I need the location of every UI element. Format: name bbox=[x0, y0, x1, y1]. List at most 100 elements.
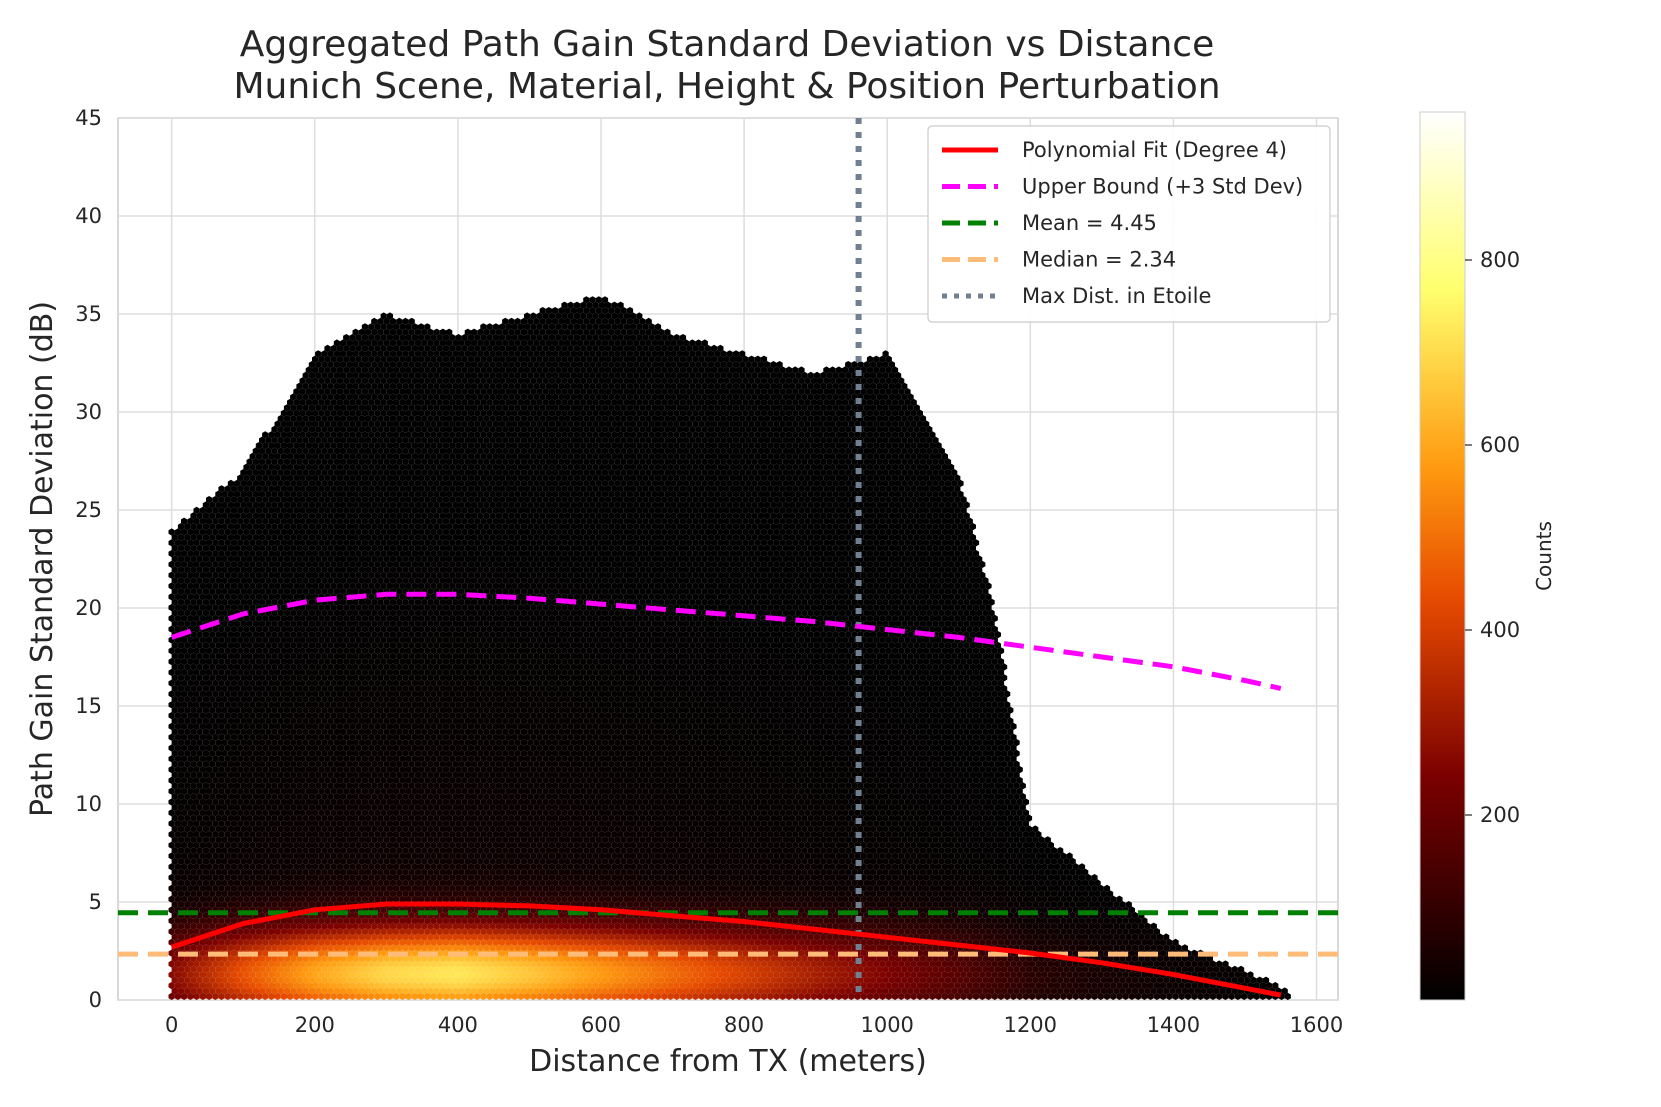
hexbin-cell bbox=[810, 960, 817, 968]
hexbin-cell bbox=[923, 960, 930, 968]
hexbin-cell bbox=[259, 955, 266, 963]
hexbin-cell bbox=[536, 971, 543, 979]
hexbin-cell bbox=[704, 960, 711, 968]
hexbin-cell bbox=[979, 960, 986, 968]
hexbin-cell bbox=[985, 982, 992, 990]
hexbin-cell bbox=[218, 960, 225, 968]
hexbin-cell bbox=[221, 987, 228, 995]
hexbin-cell bbox=[539, 955, 546, 963]
hexbin-cell bbox=[589, 987, 596, 995]
hexbin-cell bbox=[1072, 992, 1079, 1000]
hexbin-cell bbox=[605, 992, 612, 1000]
hexbin-cell bbox=[371, 987, 378, 995]
hexbin-cell bbox=[773, 960, 780, 968]
hexbin-cell bbox=[648, 960, 655, 968]
hexbin-cell bbox=[813, 955, 821, 963]
hexbin-cell bbox=[262, 971, 269, 979]
hexbin-cell bbox=[193, 960, 200, 968]
hexbin-cell bbox=[948, 971, 955, 979]
hexbin-cell bbox=[333, 987, 340, 995]
hexbin-cell bbox=[1188, 987, 1195, 995]
hexbin-cell bbox=[592, 971, 599, 979]
hexbin-cell bbox=[396, 976, 403, 984]
hexbin-cell bbox=[1025, 955, 1033, 963]
hexbin-cell bbox=[243, 992, 250, 1000]
hexbin-cell bbox=[1063, 976, 1070, 984]
hexbin-cell bbox=[436, 992, 443, 1000]
hexbin-cell bbox=[402, 965, 409, 973]
hexbin-cell bbox=[692, 982, 699, 990]
hexbin-cell bbox=[552, 987, 559, 995]
hexbin-cell bbox=[296, 976, 303, 984]
hexbin-cell bbox=[689, 965, 696, 973]
hexbin-cell bbox=[449, 960, 456, 968]
hexbin-cell bbox=[813, 987, 821, 995]
hexbin-cell bbox=[994, 955, 1001, 963]
hexbin-cell bbox=[1225, 987, 1232, 995]
hexbin-cell bbox=[1209, 992, 1217, 1000]
hexbin-cell bbox=[1072, 971, 1079, 979]
hexbin-cell bbox=[1060, 982, 1067, 990]
hexbin-cell bbox=[873, 960, 880, 968]
hexbin-cell bbox=[773, 982, 780, 990]
hexbin-cell bbox=[495, 955, 503, 963]
hexbin-cell bbox=[767, 960, 774, 968]
hexbin-cell bbox=[405, 982, 412, 990]
hexbin-cell bbox=[863, 976, 870, 984]
hexbin-cell bbox=[255, 960, 263, 968]
hexbin-cell bbox=[944, 965, 952, 973]
hexbin-cell bbox=[196, 955, 203, 963]
hexbin-cell bbox=[676, 976, 683, 984]
hexbin-cell bbox=[888, 955, 895, 963]
hexbin-cell bbox=[736, 971, 743, 979]
hexbin-cell bbox=[664, 955, 671, 963]
hexbin-cell bbox=[1113, 976, 1120, 984]
hexbin-cell bbox=[352, 955, 359, 963]
hexbin-cell bbox=[283, 955, 291, 963]
hexbin-cell bbox=[639, 955, 646, 963]
hexbin-cell bbox=[1110, 982, 1117, 990]
hexbin-cell bbox=[866, 982, 874, 990]
hexbin-cell bbox=[446, 987, 453, 995]
hexbin-cell bbox=[845, 976, 852, 984]
hexbin-cell bbox=[1153, 992, 1160, 1000]
hexbin-cell bbox=[754, 971, 761, 979]
hexbin-cell bbox=[1138, 976, 1145, 984]
hexbin-cell bbox=[268, 960, 275, 968]
hexbin-cell bbox=[352, 987, 359, 995]
hexbin-cell bbox=[396, 955, 403, 963]
hexbin-cell bbox=[499, 971, 506, 979]
hexbin-cell bbox=[701, 987, 708, 995]
hexbin-cell bbox=[885, 960, 892, 968]
hexbin-cell bbox=[520, 987, 528, 995]
hexbin-cell bbox=[988, 976, 995, 984]
hexbin-cell bbox=[898, 960, 905, 968]
hexbin-cell bbox=[792, 992, 799, 1000]
hexbin-cell bbox=[748, 982, 755, 990]
hexbin-cell bbox=[1197, 982, 1204, 990]
hexbin-cell bbox=[436, 982, 443, 990]
hexbin-layer bbox=[168, 296, 1291, 1000]
hexbin-cell bbox=[1178, 982, 1185, 990]
hexbin-cell bbox=[230, 992, 238, 1000]
hexbin-cell bbox=[654, 960, 662, 968]
hexbin-cell bbox=[1025, 976, 1033, 984]
hexbin-cell bbox=[467, 982, 475, 990]
hexbin-cell bbox=[932, 965, 939, 973]
hexbin-cell bbox=[524, 982, 531, 990]
hexbin-cell bbox=[997, 971, 1005, 979]
hexbin-cell bbox=[826, 955, 833, 963]
hexbin-cell bbox=[997, 960, 1005, 968]
hexbin-cell bbox=[327, 965, 334, 973]
hexbin-cell bbox=[1222, 992, 1229, 1000]
hexbin-cell bbox=[882, 965, 889, 973]
hexbin-cell bbox=[458, 976, 465, 984]
hexbin-cell bbox=[1047, 960, 1054, 968]
hexbin-cell bbox=[355, 992, 362, 1000]
hexbin-cell bbox=[389, 987, 397, 995]
hexbin-cell bbox=[586, 971, 593, 979]
hexbin-cell bbox=[982, 987, 989, 995]
hexbin-cell bbox=[380, 960, 387, 968]
hexbin-cell bbox=[954, 992, 961, 1000]
hexbin-cell bbox=[782, 965, 789, 973]
